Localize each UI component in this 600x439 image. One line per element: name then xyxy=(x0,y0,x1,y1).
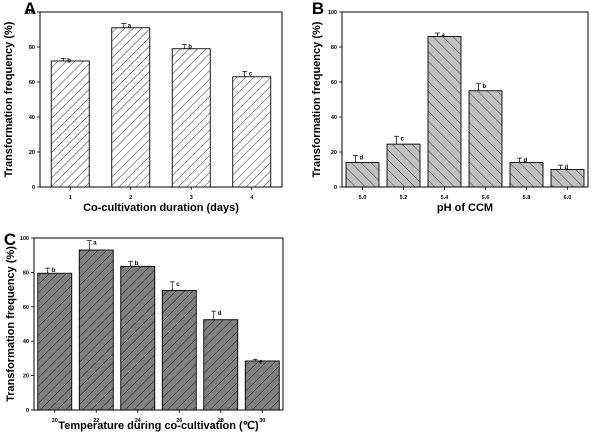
bar-hatch-b-5.8 xyxy=(510,163,543,188)
ytick-label-b: 40 xyxy=(331,115,337,121)
xtick-label-c-28: 28 xyxy=(218,418,224,424)
ytick-label-b: 80 xyxy=(331,45,337,51)
bar-hatch-a-2 xyxy=(112,28,150,187)
ytick-label-a: 20 xyxy=(29,150,35,156)
ytick-label-b: 0 xyxy=(334,185,337,191)
ytick-label-a: 80 xyxy=(29,45,35,51)
bar-hatch-c-30 xyxy=(245,361,279,410)
ylabel-c: Transformation frequency (%) xyxy=(5,246,17,402)
xtick-label-c-30: 30 xyxy=(259,418,265,424)
xtick-label-b-5.6: 5.6 xyxy=(482,195,490,201)
ytick-label-a: 60 xyxy=(29,80,35,86)
bar-hatch-b-6.0 xyxy=(551,170,584,188)
ytick-label-c: 40 xyxy=(23,339,29,345)
xtick-label-a-2: 2 xyxy=(129,195,132,201)
bar-hatch-b-5.2 xyxy=(387,144,420,187)
ytick-label-a: 0 xyxy=(32,185,35,191)
xtick-label-c-26: 26 xyxy=(176,418,182,424)
significance-letter-a-1: b xyxy=(67,58,71,64)
bar-hatch-c-24 xyxy=(121,266,155,410)
ylabel-a: Transformation frequency (%) xyxy=(3,21,15,177)
bar-hatch-b-5.0 xyxy=(346,163,379,188)
xtick-label-b-5.0: 5.0 xyxy=(359,195,367,201)
ytick-label-a: 100 xyxy=(26,10,35,16)
bar-hatch-a-1 xyxy=(51,61,89,187)
significance-letter-c-28: d xyxy=(218,311,222,317)
xlabel-a: Co-cultivation duration (days) xyxy=(83,202,239,214)
bar-hatch-b-5.6 xyxy=(469,91,502,187)
bar-hatch-c-20 xyxy=(38,273,72,410)
bar-hatch-c-26 xyxy=(162,290,196,410)
significance-letter-b-5.8: d xyxy=(524,158,528,164)
significance-letter-c-20: b xyxy=(52,268,56,274)
xtick-label-a-1: 1 xyxy=(69,195,72,201)
significance-letter-b-5.0: d xyxy=(360,156,364,162)
bar-hatch-a-3 xyxy=(172,49,210,187)
ytick-label-c: 100 xyxy=(20,236,29,242)
ytick-label-b: 20 xyxy=(331,150,337,156)
xtick-label-b-6.0: 6.0 xyxy=(564,195,572,201)
ytick-label-c: 80 xyxy=(23,270,29,276)
xtick-label-c-20: 20 xyxy=(52,418,58,424)
ytick-label-b: 60 xyxy=(331,80,337,86)
panel-label-b: B xyxy=(312,0,324,18)
bar-hatch-b-5.4 xyxy=(428,37,461,188)
bar-hatch-c-22 xyxy=(79,250,113,410)
bar-hatch-a-4 xyxy=(233,77,271,187)
xtick-label-a-3: 3 xyxy=(190,195,193,201)
xlabel-c: Temperature during co-cultivation (℃) xyxy=(58,420,259,432)
xlabel-b: pH of CCM xyxy=(437,202,493,214)
xtick-label-c-22: 22 xyxy=(93,418,99,424)
ytick-label-c: 0 xyxy=(26,408,29,414)
ytick-label-c: 60 xyxy=(23,305,29,311)
bar-hatch-c-28 xyxy=(204,320,238,410)
xtick-label-b-5.8: 5.8 xyxy=(523,195,531,201)
axes-frame-b xyxy=(342,12,588,187)
significance-letter-b-5.2: c xyxy=(401,136,405,142)
xtick-label-b-5.2: 5.2 xyxy=(400,195,408,201)
ytick-label-c: 20 xyxy=(23,374,29,380)
xtick-label-c-24: 24 xyxy=(135,418,142,424)
significance-letter-c-26: c xyxy=(176,282,180,288)
significance-letter-c-22: a xyxy=(93,241,97,247)
significance-letter-b-5.6: b xyxy=(483,84,487,90)
significance-letter-b-6.0: d xyxy=(565,165,569,171)
significance-letter-c-24: b xyxy=(135,261,139,267)
xtick-label-b-5.4: 5.4 xyxy=(441,195,450,201)
ylabel-b: Transformation frequency (%) xyxy=(311,21,323,177)
ytick-label-a: 40 xyxy=(29,115,35,121)
significance-letter-a-3: b xyxy=(188,44,192,50)
xtick-label-a-4: 4 xyxy=(250,195,254,201)
ytick-label-b: 100 xyxy=(328,10,337,16)
